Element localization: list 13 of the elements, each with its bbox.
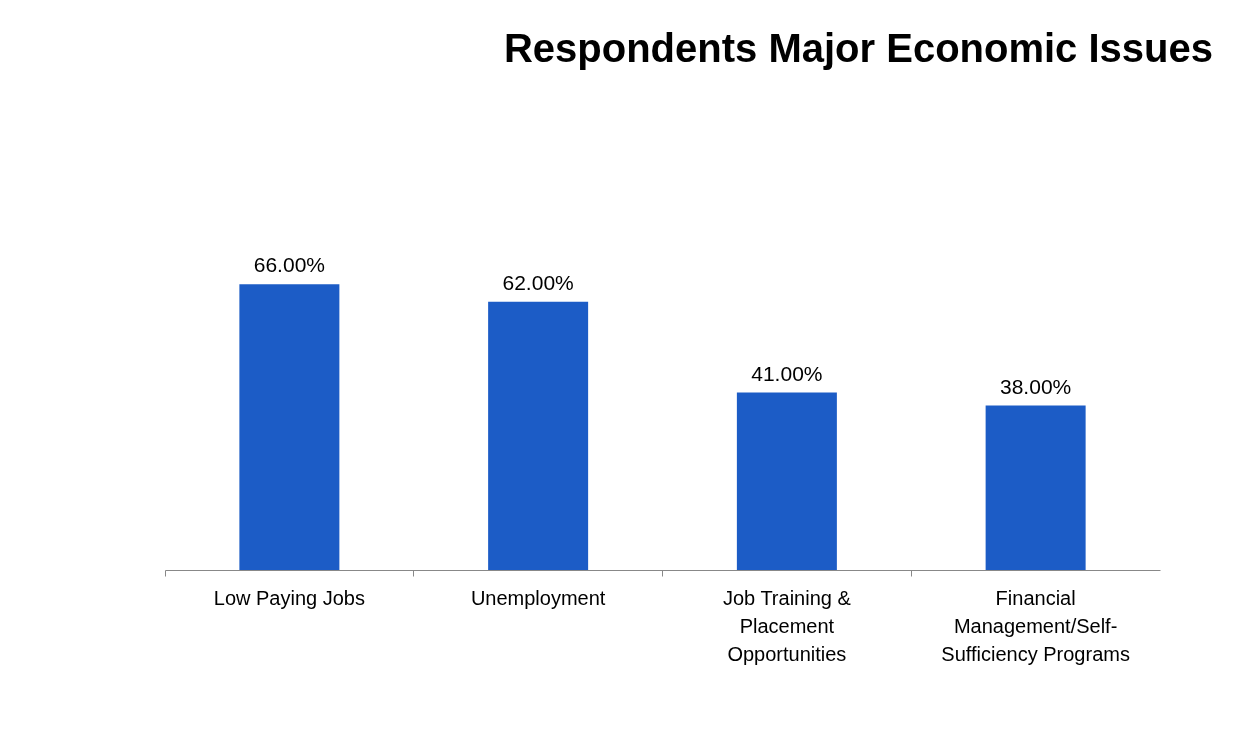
bar	[736, 392, 837, 570]
x-tick-label: Financial Management/Self-Sufficiency Programs	[941, 586, 1130, 665]
data-label: 62.00%	[502, 270, 574, 294]
x-tick-label: Unemployment	[470, 586, 606, 609]
bar	[985, 405, 1086, 570]
bar	[488, 301, 589, 570]
x-tick-label: Job Training & Placement Opportunities	[722, 586, 852, 665]
chart-title: Respondents Major Economic Issues	[503, 26, 1213, 71]
data-label: 66.00%	[253, 253, 325, 277]
x-tick-label: Low Paying Jobs	[213, 586, 365, 609]
data-label: 38.00%	[1000, 374, 1072, 398]
bar	[239, 284, 340, 570]
data-label: 41.00%	[751, 361, 823, 385]
